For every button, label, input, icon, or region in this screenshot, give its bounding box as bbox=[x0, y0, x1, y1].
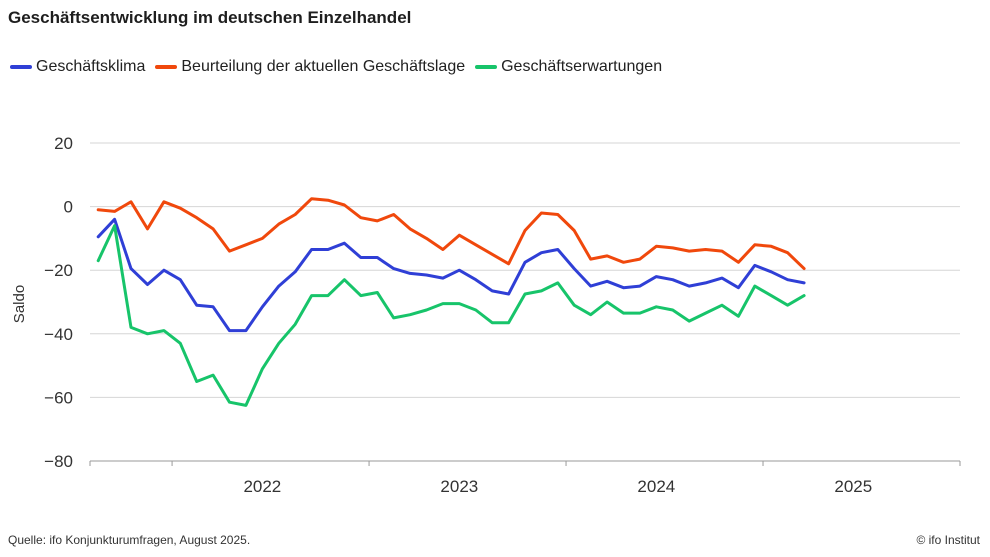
x-tick-label-2023: 2023 bbox=[440, 477, 478, 496]
y-tick-label-0: 20 bbox=[54, 134, 73, 153]
legend-label-geschaeftserwartungen: Geschäftserwartungen bbox=[501, 58, 663, 75]
source-note: Quelle: ifo Konjunkturumfragen, August 2… bbox=[8, 533, 251, 547]
legend-swatch-geschaeftslage bbox=[155, 65, 178, 69]
legend: Geschäftsklima Beurteilung der aktuellen… bbox=[10, 58, 672, 76]
legend-item-geschaeftserwartungen: Geschäftserwartungen bbox=[475, 58, 662, 76]
legend-item-geschaeftslage: Beurteilung der aktuellen Geschäftslage bbox=[155, 58, 465, 76]
series-line-geschaeftsklima bbox=[96, 217, 806, 333]
y-tick-label-3: −40 bbox=[44, 325, 73, 344]
y-tick-label-1: 0 bbox=[64, 198, 73, 217]
series-line-geschaeftserwartungen bbox=[96, 224, 806, 407]
y-tick-label-5: −80 bbox=[44, 452, 73, 471]
legend-item-geschaeftsklima: Geschäftsklima bbox=[10, 58, 145, 76]
legend-swatch-geschaeftsklima bbox=[10, 65, 32, 69]
y-tick-label-2: −20 bbox=[44, 261, 73, 280]
legend-label-geschaeftsklima: Geschäftsklima bbox=[36, 58, 146, 75]
x-tick-label-2024: 2024 bbox=[637, 477, 675, 496]
y-tick-label-4: −60 bbox=[44, 388, 73, 407]
y-axis-label: Saldo bbox=[11, 285, 28, 323]
series-line-geschaeftslage bbox=[96, 197, 806, 271]
copyright-note: © ifo Institut bbox=[916, 533, 980, 547]
legend-swatch-geschaeftserwartungen bbox=[475, 65, 498, 69]
x-tick-label-2025: 2025 bbox=[834, 477, 872, 496]
x-tick-label-2022: 2022 bbox=[243, 477, 281, 496]
legend-label-geschaeftslage: Beurteilung der aktuellen Geschäftslage bbox=[181, 58, 466, 75]
chart-title: Geschäftsentwicklung im deutschen Einzel… bbox=[8, 8, 412, 27]
